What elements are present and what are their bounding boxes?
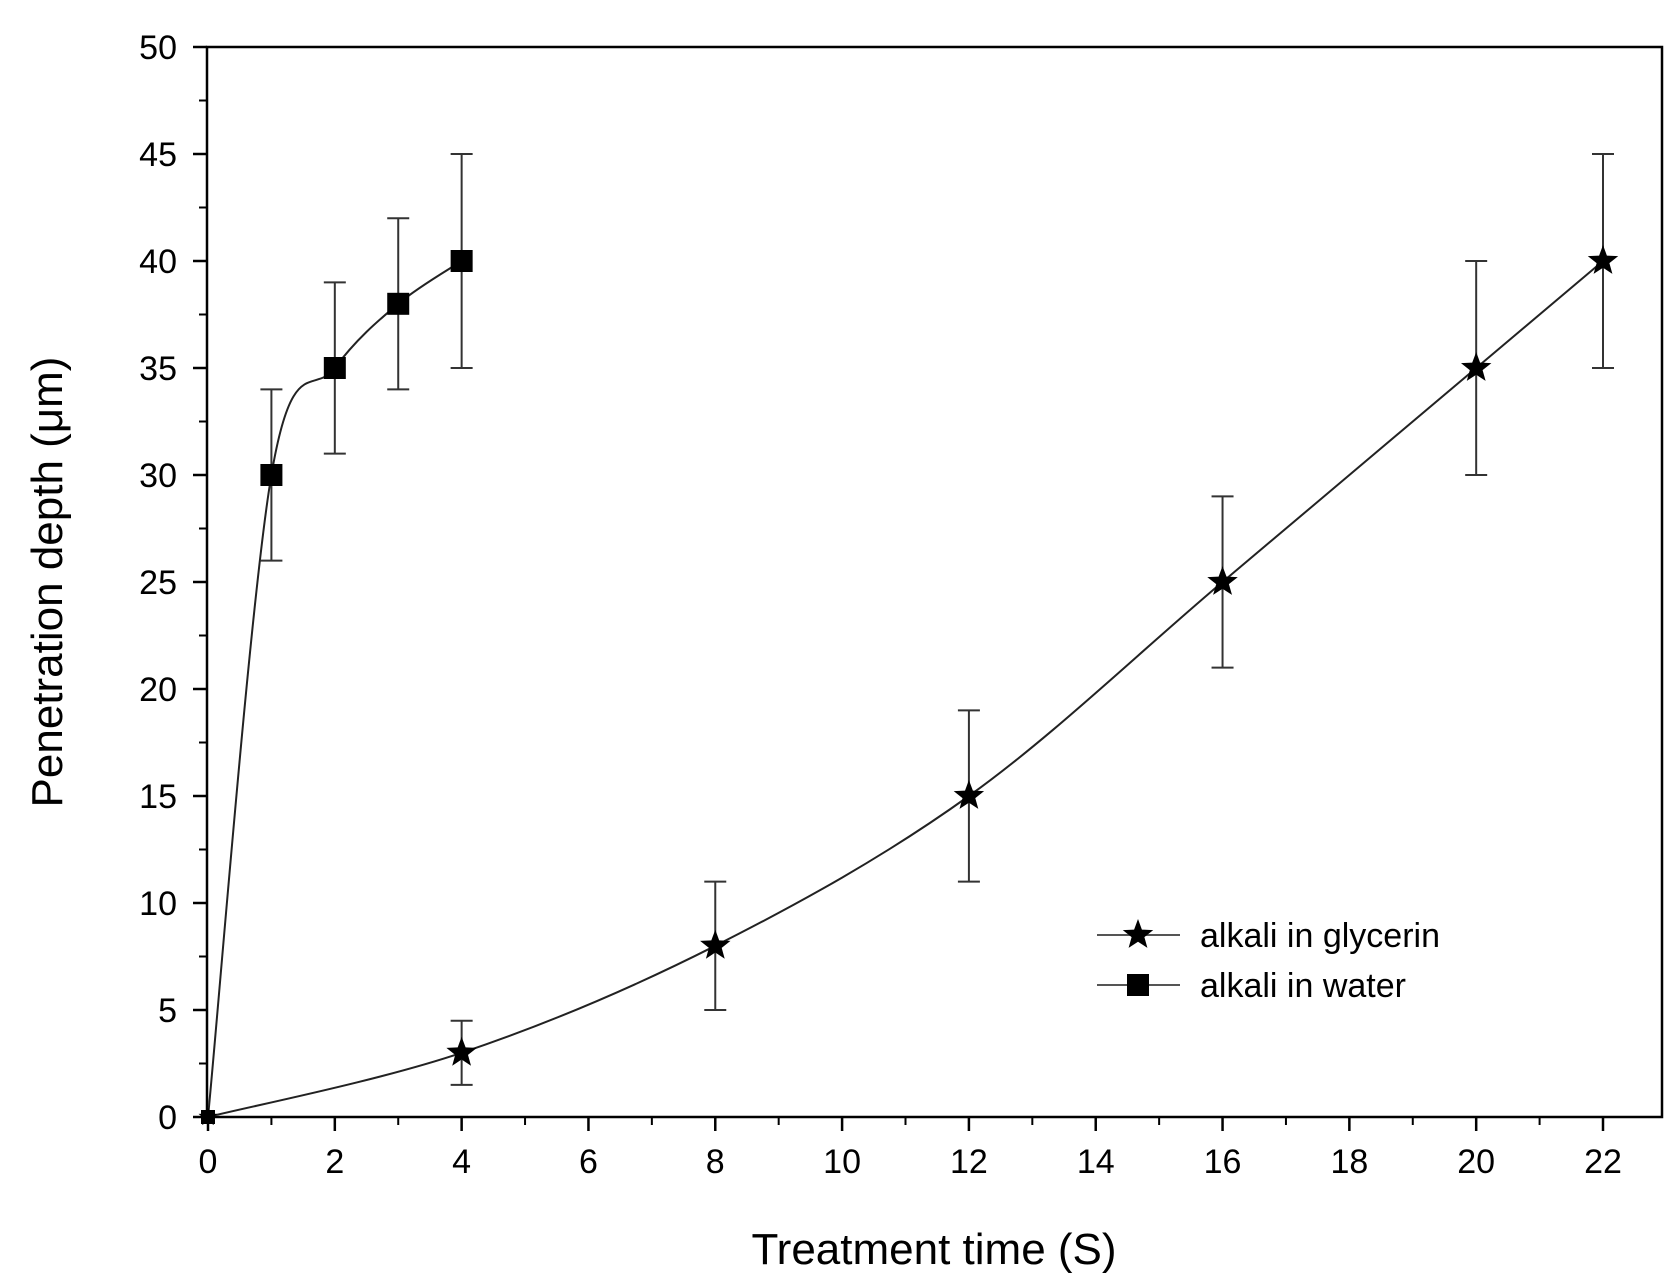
x-tick-label: 16 [1204, 1143, 1242, 1181]
x-tick-label: 6 [579, 1143, 598, 1181]
alkali-in-glycerin-point [700, 929, 731, 959]
alkali-in-water-point [387, 292, 410, 315]
y-tick-label: 25 [139, 564, 177, 602]
x-tick-label: 4 [452, 1143, 471, 1181]
y-tick-label: 45 [139, 136, 177, 174]
x-tick-label: 20 [1457, 1143, 1495, 1181]
alkali-in-water-point [201, 1110, 215, 1124]
y-tick-label: 15 [139, 778, 177, 816]
y-tick-label: 30 [139, 457, 177, 495]
alkali-in-glycerin-point [446, 1036, 477, 1066]
x-tick-label: 8 [706, 1143, 725, 1181]
legend-label-alkali-in-water: alkali in water [1200, 967, 1406, 1005]
x-tick-label: 0 [199, 1143, 218, 1181]
axis-ticks: 0 2 4 6 8 10 12 14 16 18 20 22 0 5 10 15 20 25 30 35 40 45 50 [139, 29, 1622, 1181]
y-tick-label: 20 [139, 671, 177, 709]
alkali-in-glycerin-point [1587, 245, 1619, 274]
legend-label-alkali-in-glycerin: alkali in glycerin [1200, 917, 1440, 955]
legend-star-marker [1122, 919, 1154, 948]
legend: alkali in glycerin alkali in water [1097, 917, 1440, 1005]
y-axis-title: Penetration depth (μm) [23, 357, 72, 808]
y-tick-label: 10 [139, 885, 177, 923]
y-tick-label: 35 [139, 350, 177, 388]
y-tick-label: 50 [139, 29, 177, 67]
alkali-in-water-point [450, 250, 473, 272]
alkali-in-glycerin-point [953, 780, 985, 809]
plot-frame [205, 45, 1664, 1119]
alkali-in-water-point [260, 464, 283, 486]
y-tick-label: 40 [139, 243, 177, 281]
alkali-in-glycerin-point [1207, 566, 1238, 595]
x-axis-title: Treatment time (S) [751, 1225, 1116, 1274]
x-tick-label: 10 [823, 1143, 861, 1181]
alkali-in-water-point [323, 357, 346, 379]
legend-square-marker [1127, 974, 1149, 996]
x-tick-label: 18 [1330, 1143, 1368, 1181]
y-tick-label: 0 [158, 1099, 177, 1137]
x-tick-label: 22 [1584, 1143, 1622, 1181]
alkali-in-glycerin-point [1461, 352, 1492, 381]
x-tick-label: 2 [325, 1143, 344, 1181]
data-markers [198, 245, 1619, 1126]
y-tick-label: 5 [158, 992, 177, 1030]
x-tick-label: 12 [950, 1143, 988, 1181]
x-tick-label: 14 [1077, 1143, 1115, 1181]
